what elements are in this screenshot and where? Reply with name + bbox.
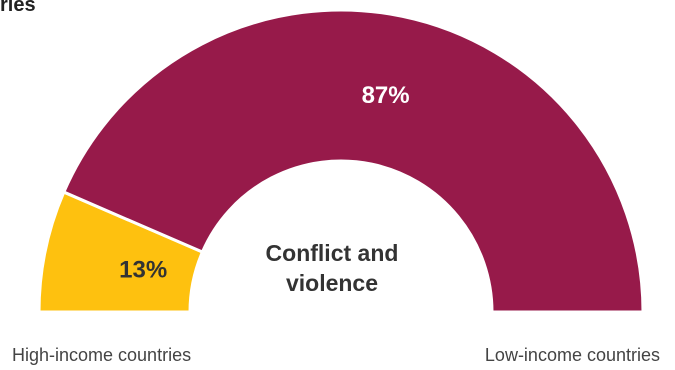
slice-low-income-countries: [61, 8, 645, 314]
center-label: Conflict and violence: [232, 238, 432, 298]
data-label-low-income-countries: 87%: [362, 82, 410, 109]
chart-title-fragment: ries: [0, 0, 36, 16]
data-label-high-income-countries: 13%: [119, 256, 167, 283]
low-income-label: Low-income countries: [484, 345, 660, 365]
center-label-line-1: Conflict and: [265, 240, 399, 266]
high-income-label: High-income countries: [12, 345, 192, 365]
center-label-line-2: violence: [285, 270, 379, 296]
